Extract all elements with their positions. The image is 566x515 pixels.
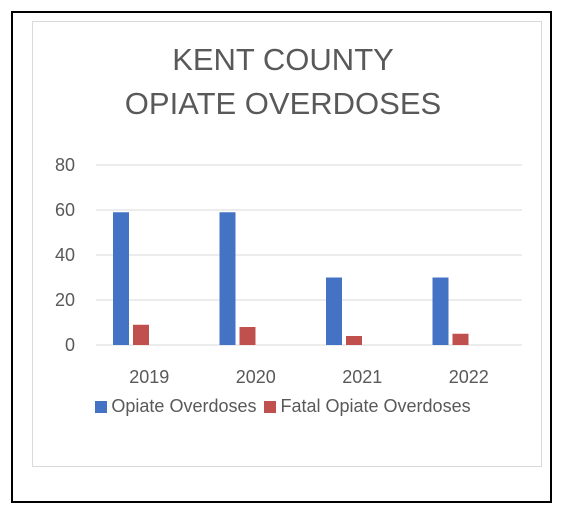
- legend-label-opiate-overdoses: Opiate Overdoses: [111, 396, 257, 416]
- bar-opiate-overdoses-2020: [219, 212, 236, 345]
- bar-fatal-opiate-overdoses-2019: [133, 324, 149, 345]
- x-tick-label-2020: 2020: [236, 367, 276, 387]
- y-tick-label: 60: [55, 200, 75, 220]
- legend-swatch-opiate-overdoses: [95, 400, 108, 413]
- chart-title: KENT COUNTY OPIATE OVERDOSES: [0, 38, 566, 126]
- x-tick-label-2021: 2021: [342, 367, 382, 387]
- y-tick-label: 0: [65, 335, 75, 355]
- bar-fatal-opiate-overdoses-2021: [346, 336, 362, 345]
- bar-fatal-opiate-overdoses-2020: [239, 327, 256, 345]
- chart-title-line-1: KENT COUNTY: [172, 42, 394, 77]
- bar-opiate-overdoses-2021: [326, 277, 342, 345]
- y-tick-label: 80: [55, 155, 75, 175]
- y-tick-label: 40: [55, 245, 75, 265]
- legend-swatch-fatal-opiate-overdoses: [264, 400, 277, 413]
- bar-opiate-overdoses-2022: [432, 277, 449, 345]
- legend-item-opiate-overdoses: Opiate Overdoses: [95, 396, 256, 417]
- bar-opiate-overdoses-2019: [113, 212, 129, 345]
- legend: Opiate Overdoses Fatal Opiate Overdoses: [0, 396, 566, 417]
- legend-label-fatal-opiate-overdoses: Fatal Opiate Overdoses: [280, 396, 471, 416]
- x-tick-label-2019: 2019: [129, 367, 169, 387]
- x-tick-label-2022: 2022: [449, 367, 489, 387]
- bar-fatal-opiate-overdoses-2022: [452, 333, 469, 345]
- legend-item-fatal-opiate-overdoses: Fatal Opiate Overdoses: [264, 396, 471, 417]
- y-tick-label: 20: [55, 290, 75, 310]
- chart-title-line-2: OPIATE OVERDOSES: [124, 86, 442, 121]
